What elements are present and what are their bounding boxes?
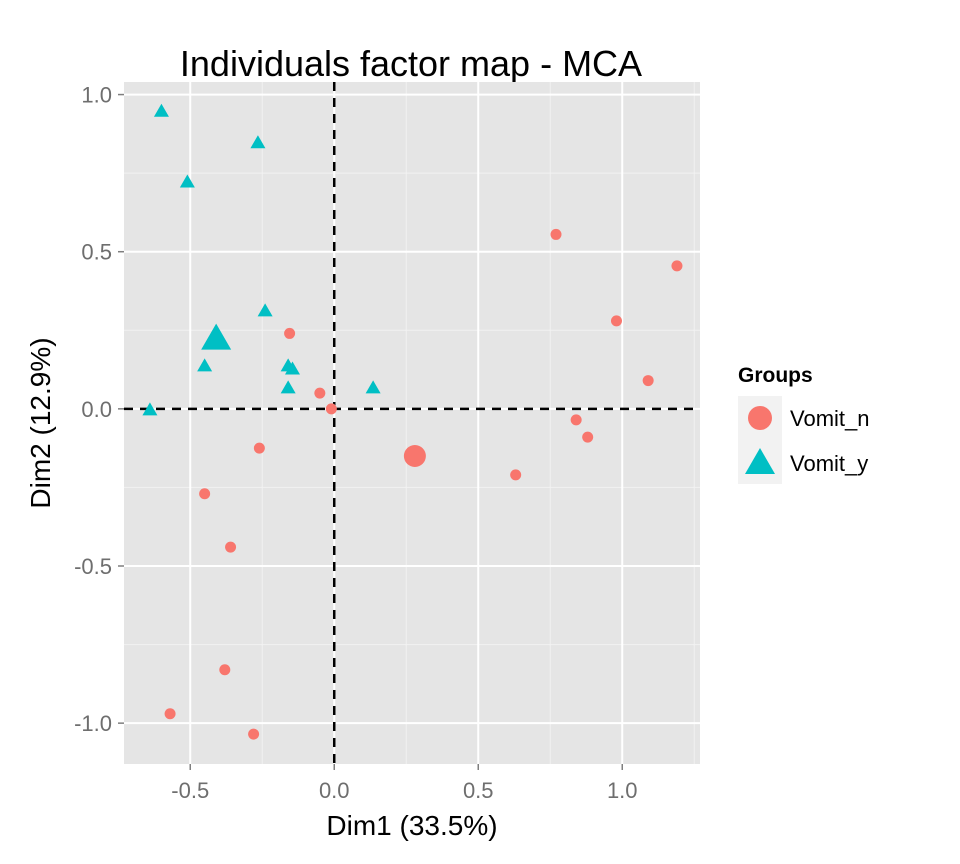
point-vomit-n xyxy=(610,315,622,327)
legend-triangle-icon xyxy=(745,448,775,474)
y-tick-label: -0.5 xyxy=(74,554,112,579)
point-vomit-y xyxy=(280,380,296,394)
point-vomit-y xyxy=(179,174,195,188)
reference-lines xyxy=(124,82,700,764)
point-vomit-y xyxy=(257,303,273,317)
point-vomit-n xyxy=(510,469,522,481)
plot-panel xyxy=(124,82,700,764)
axis-ticks: -0.5 0.0 0.5 1.0 -1.0 -0.5 0.0 0.5 1.0 xyxy=(74,83,637,803)
data-points xyxy=(142,103,683,740)
centroid-vomit-y xyxy=(201,323,232,350)
point-vomit-n xyxy=(314,387,326,399)
point-vomit-y xyxy=(153,103,169,117)
point-vomit-y xyxy=(284,361,300,375)
y-tick-label: 0.0 xyxy=(81,397,112,422)
x-tick-label: -0.5 xyxy=(171,778,209,803)
legend: Groups Vomit_n Vomit_y xyxy=(738,364,870,484)
point-vomit-n xyxy=(642,375,654,387)
x-axis-title: Dim1 (33.5%) xyxy=(326,810,497,841)
x-tick-label: 1.0 xyxy=(607,778,638,803)
legend-label-vomit-y: Vomit_y xyxy=(790,451,868,476)
legend-title: Groups xyxy=(738,364,813,387)
point-vomit-n xyxy=(164,708,176,720)
point-vomit-y xyxy=(365,380,381,394)
y-tick-label: 1.0 xyxy=(81,83,112,108)
point-vomit-n xyxy=(253,442,265,454)
y-tick-label: -1.0 xyxy=(74,711,112,736)
point-vomit-n xyxy=(550,228,562,240)
point-vomit-n xyxy=(582,431,594,443)
point-vomit-n xyxy=(219,664,231,676)
point-vomit-y xyxy=(142,402,158,416)
point-vomit-n xyxy=(325,403,337,415)
legend-label-vomit-n: Vomit_n xyxy=(790,406,870,431)
point-vomit-n xyxy=(284,327,296,339)
point-vomit-n xyxy=(248,728,260,740)
y-axis-title: Dim2 (12.9%) xyxy=(25,337,56,508)
x-tick-label: 0.0 xyxy=(319,778,350,803)
y-tick-label: 0.5 xyxy=(81,240,112,265)
x-tick-label: 0.5 xyxy=(463,778,494,803)
point-vomit-n xyxy=(199,488,211,500)
legend-circle-icon xyxy=(748,406,772,430)
point-vomit-n xyxy=(570,414,582,426)
centroid-vomit-n xyxy=(403,445,426,467)
point-vomit-n xyxy=(225,541,237,553)
point-vomit-y xyxy=(197,358,213,372)
chart-title: Individuals factor map - MCA xyxy=(180,43,642,84)
point-vomit-n xyxy=(671,260,683,272)
point-vomit-y xyxy=(250,135,266,149)
